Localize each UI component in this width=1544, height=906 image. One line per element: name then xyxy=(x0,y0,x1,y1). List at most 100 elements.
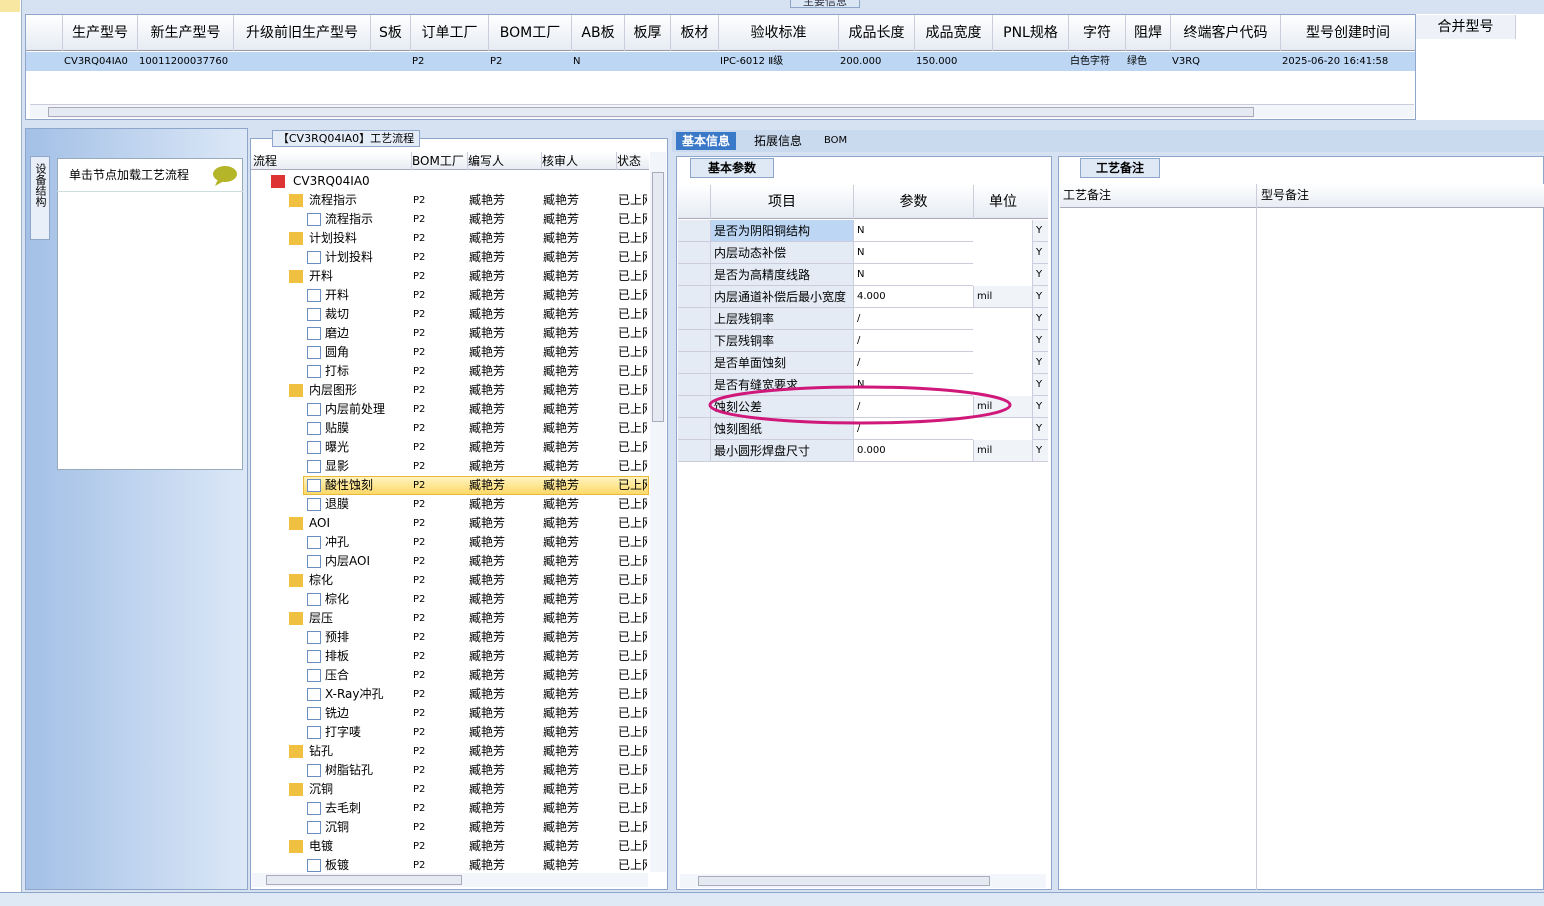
param-name[interactable]: 是否为阴阳铜结构 xyxy=(710,220,853,242)
tree-cell[interactable]: 臧艳芳 xyxy=(469,288,506,302)
param-value[interactable]: Y xyxy=(1032,308,1048,330)
column-header[interactable]: 升级前旧生产型号 xyxy=(233,15,370,51)
tree-cell[interactable]: 臧艳芳 xyxy=(543,402,580,416)
tab[interactable]: 基本信息 xyxy=(676,132,737,150)
tree-cell[interactable]: 已上网 xyxy=(618,497,647,511)
param-value[interactable]: Y xyxy=(1032,286,1048,308)
column-header[interactable]: 项目 xyxy=(710,185,853,219)
tree-cell[interactable]: 已上网 xyxy=(618,592,647,606)
tree-cell[interactable]: P2 xyxy=(413,214,426,225)
tree-node[interactable]: CV3RQ04IA0 xyxy=(293,174,370,188)
tree-node[interactable]: 显影 xyxy=(325,459,350,473)
tree-cell[interactable]: 臧艳芳 xyxy=(469,402,506,416)
tree-cell[interactable]: 臧艳芳 xyxy=(543,497,580,511)
tree-cell[interactable]: 臧艳芳 xyxy=(469,326,506,340)
tree-cell[interactable]: P2 xyxy=(413,575,426,586)
tree-cell[interactable]: 臧艳芳 xyxy=(469,725,506,739)
tree-cell[interactable]: 臧艳芳 xyxy=(469,497,506,511)
tree-cell[interactable]: P2 xyxy=(413,860,426,871)
tree-cell[interactable]: P2 xyxy=(413,252,426,263)
param-value[interactable]: Y xyxy=(1032,220,1048,242)
tree-node[interactable]: 棕化 xyxy=(325,592,350,606)
tree-cell[interactable]: 臧艳芳 xyxy=(469,535,506,549)
tree-cell[interactable]: 已上网 xyxy=(618,858,647,872)
tree-cell[interactable]: 已上网 xyxy=(618,326,647,340)
param-value[interactable]: Y xyxy=(1032,440,1048,462)
tree-cell[interactable]: 臧艳芳 xyxy=(469,858,506,872)
tree-cell[interactable]: P2 xyxy=(413,309,426,320)
param-value[interactable]: 4.000 xyxy=(853,286,973,308)
tree-cell[interactable]: 臧艳芳 xyxy=(543,421,580,435)
column-header[interactable]: S板 xyxy=(370,15,410,51)
grid-cell[interactable]: 150.000 xyxy=(916,56,958,67)
tree-cell[interactable]: P2 xyxy=(413,651,426,662)
tree-cell[interactable]: 臧艳芳 xyxy=(469,554,506,568)
column-header[interactable]: 参数 xyxy=(853,185,973,219)
tree-cell[interactable]: P2 xyxy=(413,233,426,244)
tree-cell[interactable]: 已上网 xyxy=(618,516,647,530)
tree-cell[interactable]: 臧艳芳 xyxy=(469,668,506,682)
tree-node[interactable]: 内层AOI xyxy=(325,554,370,568)
param-name[interactable]: 下层残铜率 xyxy=(710,330,853,352)
tree-cell[interactable]: 已上网 xyxy=(618,839,647,853)
scroll-thumb[interactable] xyxy=(48,107,1254,117)
grid-cell[interactable]: 绿色 xyxy=(1127,56,1147,67)
tree-cell[interactable]: P2 xyxy=(413,328,426,339)
tree-cell[interactable]: 已上网 xyxy=(618,801,647,815)
param-value[interactable]: Y xyxy=(1032,396,1048,418)
tree-cell[interactable]: P2 xyxy=(413,537,426,548)
notes-tab[interactable]: 工艺备注 xyxy=(1080,158,1160,178)
tree-cell[interactable]: P2 xyxy=(413,499,426,510)
tree-cell[interactable]: 臧艳芳 xyxy=(543,649,580,663)
tree-cell[interactable]: 臧艳芳 xyxy=(543,459,580,473)
tree-node[interactable]: X-Ray冲孔 xyxy=(325,687,384,701)
tree-cell[interactable]: 臧艳芳 xyxy=(543,288,580,302)
column-header[interactable]: AB板 xyxy=(571,15,624,51)
tree-cell[interactable]: 已上网 xyxy=(618,706,647,720)
tree-cell[interactable]: 已上网 xyxy=(618,725,647,739)
tree-node[interactable]: 沉铜 xyxy=(325,820,350,834)
tree-node[interactable]: 内层前处理 xyxy=(325,402,386,416)
tree-node[interactable]: 铣边 xyxy=(325,706,350,720)
scroll-thumb[interactable] xyxy=(698,876,990,886)
param-name[interactable]: 是否为高精度线路 xyxy=(710,264,853,286)
tree-column-header[interactable]: 流程 xyxy=(253,154,278,168)
tree-cell[interactable]: P2 xyxy=(413,708,426,719)
tree-node[interactable]: 棕化 xyxy=(309,573,334,587)
scroll-thumb[interactable] xyxy=(266,875,462,885)
tree-cell[interactable]: P2 xyxy=(413,290,426,301)
grid-cell[interactable]: IPC-6012 Ⅱ级 xyxy=(720,56,784,67)
tree-cell[interactable]: 已上网 xyxy=(618,364,647,378)
tree-cell[interactable]: 已上网 xyxy=(618,668,647,682)
tree-cell[interactable]: 已上网 xyxy=(618,459,647,473)
tree-cell[interactable]: 臧艳芳 xyxy=(469,744,506,758)
param-value[interactable]: N xyxy=(853,264,973,286)
param-value[interactable]: N xyxy=(853,220,973,242)
tree-cell[interactable]: P2 xyxy=(413,347,426,358)
param-value[interactable]: / xyxy=(853,330,973,352)
tree-node[interactable]: 圆角 xyxy=(325,345,350,359)
tree-node[interactable]: 计划投料 xyxy=(309,231,358,245)
param-value[interactable]: Y xyxy=(1032,330,1048,352)
tree-cell[interactable]: 已上网 xyxy=(618,820,647,834)
tree-cell[interactable]: 臧艳芳 xyxy=(469,478,506,492)
h-scrollbar[interactable] xyxy=(680,874,1046,888)
column-header[interactable]: 板材 xyxy=(670,15,718,51)
tree-node[interactable]: 裁切 xyxy=(325,307,350,321)
tree-node[interactable]: 电镀 xyxy=(309,839,334,853)
tree-cell[interactable]: 臧艳芳 xyxy=(543,744,580,758)
tree-node[interactable]: 开料 xyxy=(325,288,350,302)
tree-cell[interactable]: 已上网 xyxy=(618,421,647,435)
tree-cell[interactable]: P2 xyxy=(413,385,426,396)
tree-node[interactable]: 打字唛 xyxy=(325,725,362,739)
param-value[interactable]: / xyxy=(853,396,973,418)
tree-node[interactable]: AOI xyxy=(309,516,330,530)
tree-node[interactable]: 排板 xyxy=(325,649,350,663)
column-header[interactable]: BOM工厂 xyxy=(488,15,571,51)
tree-cell[interactable]: P2 xyxy=(413,442,426,453)
column-header[interactable]: 成品长度 xyxy=(838,15,914,51)
tree-node[interactable]: 预排 xyxy=(325,630,350,644)
tree-cell[interactable]: 臧艳芳 xyxy=(543,839,580,853)
tree-cell[interactable]: 臧艳芳 xyxy=(469,231,506,245)
column-header[interactable]: 合并型号 xyxy=(1416,15,1516,39)
